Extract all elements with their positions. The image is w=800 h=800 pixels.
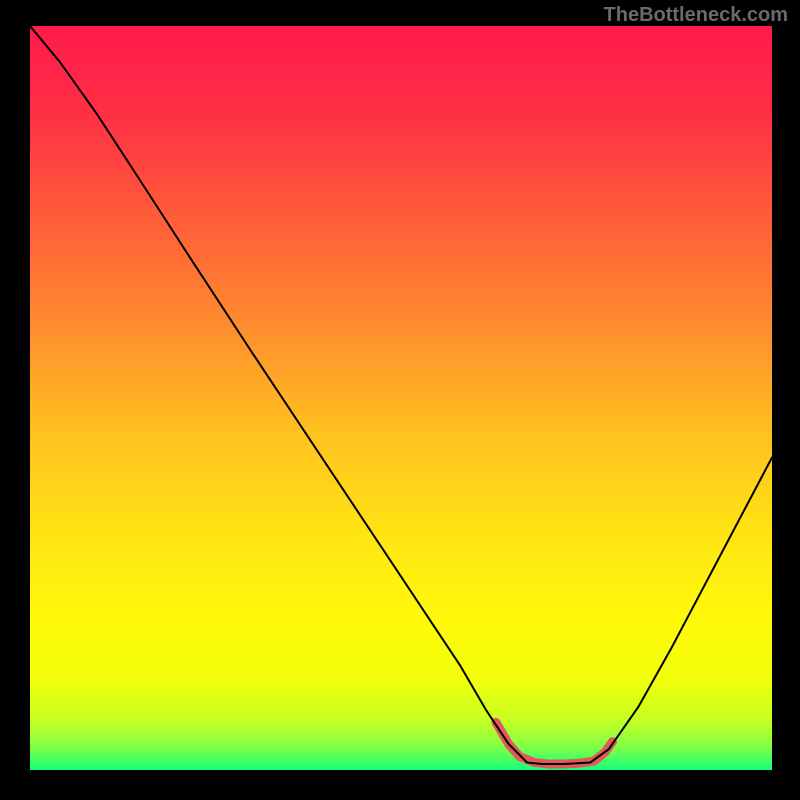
trough-highlight (496, 722, 612, 764)
main-curve (30, 26, 772, 764)
watermark-text: TheBottleneck.com (604, 4, 788, 27)
plot-area (30, 26, 772, 770)
curve-layer (30, 26, 772, 770)
chart-container: TheBottleneck.com (0, 0, 800, 800)
